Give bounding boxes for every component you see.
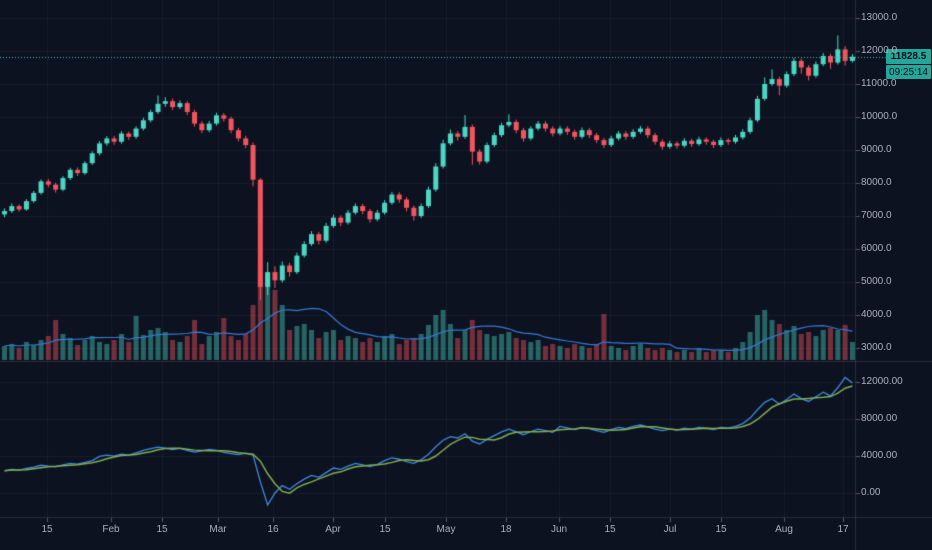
time-tick-label: Jun	[550, 524, 568, 535]
bar-countdown-label: 09:25:14	[886, 65, 931, 79]
price-tick-label: 8000.0	[861, 177, 892, 188]
time-tick-label: 18	[500, 524, 512, 535]
time-tick-label: 15	[379, 524, 391, 535]
price-tick-label: 7000.0	[861, 210, 892, 221]
time-tick-label: 17	[837, 524, 849, 535]
time-tick-label: Aug	[775, 524, 793, 535]
time-tick-label: May	[436, 524, 456, 535]
price-tick-label: 10000.0	[861, 111, 898, 122]
time-axis[interactable]	[0, 518, 855, 550]
time-tick-label: Jul	[663, 524, 677, 535]
indicator-tick-label: 0.00	[861, 487, 881, 498]
time-tick-label: 15	[604, 524, 616, 535]
price-tick-label: 5000.0	[861, 276, 892, 287]
price-tick-label: 9000.0	[861, 144, 892, 155]
last-price-label: 11828.5	[886, 49, 931, 64]
time-tick-label: Feb	[102, 524, 120, 535]
indicator-tick-label: 8000.00	[861, 413, 898, 424]
time-tick-label: Apr	[325, 524, 341, 535]
last-price-value: 11828.5	[890, 51, 927, 62]
price-tick-label: 12000.0	[861, 45, 898, 56]
time-tick-label: Mar	[209, 524, 227, 535]
price-tick-label: 11000.0	[861, 78, 897, 89]
time-tick-label: 15	[41, 524, 53, 535]
time-tick-label: 15	[156, 524, 168, 535]
price-tick-label: 3000.0	[861, 342, 892, 353]
time-tick-label: 15	[715, 524, 727, 535]
indicator-tick-label: 4000.00	[861, 450, 898, 461]
price-tick-label: 6000.0	[861, 243, 892, 254]
time-tick-label: 16	[267, 524, 279, 535]
price-tick-label: 4000.0	[861, 309, 892, 320]
price-tick-label: 13000.0	[861, 12, 898, 23]
bar-countdown-value: 09:25:14	[889, 66, 928, 78]
indicator-tick-label: 12000.00	[861, 376, 903, 387]
